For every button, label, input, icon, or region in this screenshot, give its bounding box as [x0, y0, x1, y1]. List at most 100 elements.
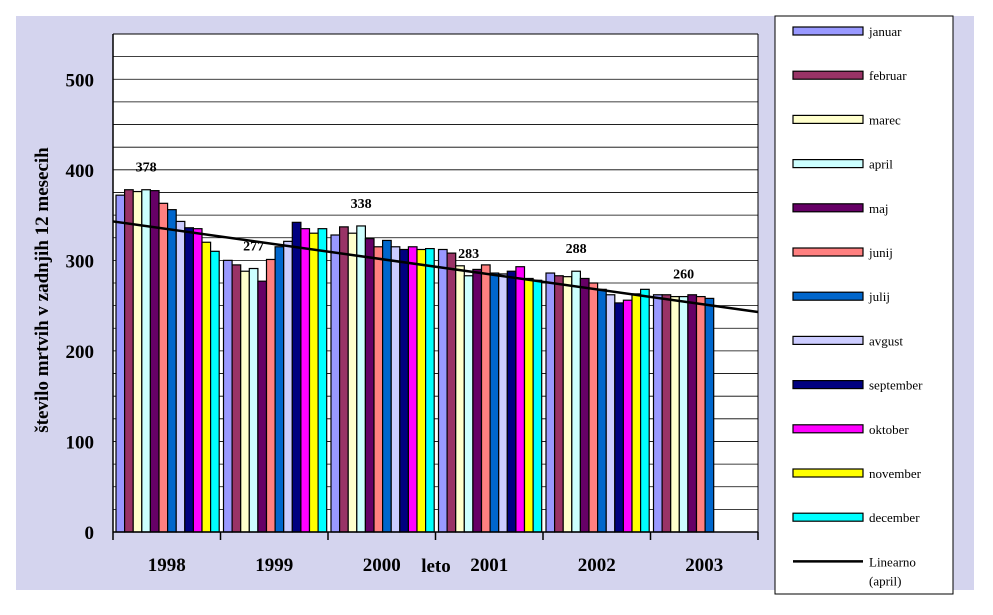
- legend-label: junij: [868, 245, 893, 260]
- bar: [291, 221, 302, 533]
- legend-swatch: [792, 468, 864, 478]
- bar: [382, 239, 392, 533]
- bar: [437, 248, 448, 533]
- bar: [506, 270, 517, 533]
- legend-trend-label: Linearno: [869, 554, 916, 569]
- legend-label: julij: [868, 289, 890, 304]
- bar: [489, 272, 500, 533]
- bar: [373, 246, 384, 533]
- bar: [210, 250, 220, 533]
- bar: [201, 241, 212, 533]
- axes: 0 100 200 300 400 500 1998 1999 2000 2001 2002 2003: [66, 33, 759, 576]
- bar: [184, 227, 195, 533]
- legend-swatch: [792, 70, 864, 80]
- bar: [115, 194, 126, 533]
- bar: [300, 228, 311, 533]
- bar: [639, 288, 650, 533]
- bar: [532, 279, 543, 533]
- bar: [588, 282, 599, 533]
- bar: [192, 228, 203, 533]
- trendline: [112, 220, 759, 314]
- bar: [455, 265, 465, 533]
- bar: [390, 246, 401, 533]
- bar: [614, 302, 624, 533]
- bar: [579, 277, 590, 533]
- y-tick-label: 100: [66, 432, 95, 453]
- bar: [545, 272, 556, 533]
- bar: [175, 220, 186, 533]
- legend-swatch: [792, 512, 864, 522]
- trendline-group: [112, 220, 759, 314]
- legend-swatch: [792, 424, 864, 434]
- x-tick-label: 2000: [363, 555, 401, 576]
- bar: [356, 225, 366, 533]
- bar: [308, 232, 319, 533]
- y-tick-label: 300: [66, 251, 95, 272]
- bar: [605, 294, 616, 533]
- legend-box: [774, 15, 954, 595]
- legend-label: november: [869, 466, 922, 481]
- data-label: 378: [136, 161, 157, 176]
- legend-swatch: [792, 335, 864, 345]
- bar: [257, 280, 268, 533]
- bar: [158, 202, 169, 533]
- x-tick-label: 2001: [470, 555, 508, 576]
- bar: [631, 293, 642, 533]
- y-axis-label: število mrtvih v zadnjih 12 mesecih: [32, 147, 53, 433]
- x-tick-label: 1998: [148, 555, 186, 576]
- bar: [622, 299, 633, 533]
- legend-label: december: [869, 510, 920, 525]
- bar: [347, 232, 358, 533]
- bar: [425, 247, 435, 533]
- legend-swatch: [792, 114, 864, 125]
- x-tick-label: 2002: [578, 555, 616, 576]
- bar: [317, 228, 328, 533]
- bar: [222, 259, 233, 533]
- legend-label: avgust: [869, 333, 903, 348]
- legend-swatch: [792, 26, 864, 36]
- legend-swatch: [792, 380, 864, 390]
- bar: [248, 267, 259, 533]
- bar: [265, 258, 276, 533]
- bar: [571, 270, 581, 533]
- bar: [123, 189, 134, 533]
- data-label: 283: [458, 247, 479, 262]
- legend: januar februar marec april maj junij julij avgu…: [774, 15, 954, 595]
- legend-swatch: [792, 247, 864, 257]
- legend-label: februar: [869, 68, 907, 83]
- legend-trend-label-2: (april): [869, 573, 901, 588]
- bar: [399, 248, 409, 533]
- bar: [695, 295, 706, 533]
- legend-label: april: [869, 157, 893, 172]
- bar: [472, 268, 483, 533]
- bar: [652, 294, 663, 533]
- bar: [498, 273, 508, 533]
- x-tick-label: 1999: [255, 555, 293, 576]
- bar: [704, 297, 715, 533]
- bar: [678, 295, 689, 533]
- bar: [562, 276, 573, 533]
- bar: [480, 264, 491, 533]
- legend-swatch: [792, 159, 864, 169]
- bar: [687, 294, 698, 533]
- legend-label: januar: [868, 24, 902, 39]
- y-tick-label: 0: [85, 523, 95, 544]
- bar: [670, 295, 680, 533]
- bar: [149, 190, 160, 533]
- bar: [240, 270, 250, 533]
- data-label: 277: [243, 240, 264, 255]
- bar: [231, 264, 242, 533]
- bar: [330, 234, 341, 533]
- legend-label: maj: [869, 201, 889, 216]
- data-label: 288: [566, 242, 587, 257]
- x-tick-label: 2003: [685, 555, 723, 576]
- data-label: 338: [351, 197, 372, 212]
- data-labels: 378 277 338 283 288 260: [136, 161, 694, 283]
- bar: [274, 246, 285, 533]
- y-tick-label: 400: [66, 161, 95, 182]
- bar: [553, 275, 564, 533]
- legend-swatch: [792, 203, 864, 213]
- bar: [339, 226, 349, 533]
